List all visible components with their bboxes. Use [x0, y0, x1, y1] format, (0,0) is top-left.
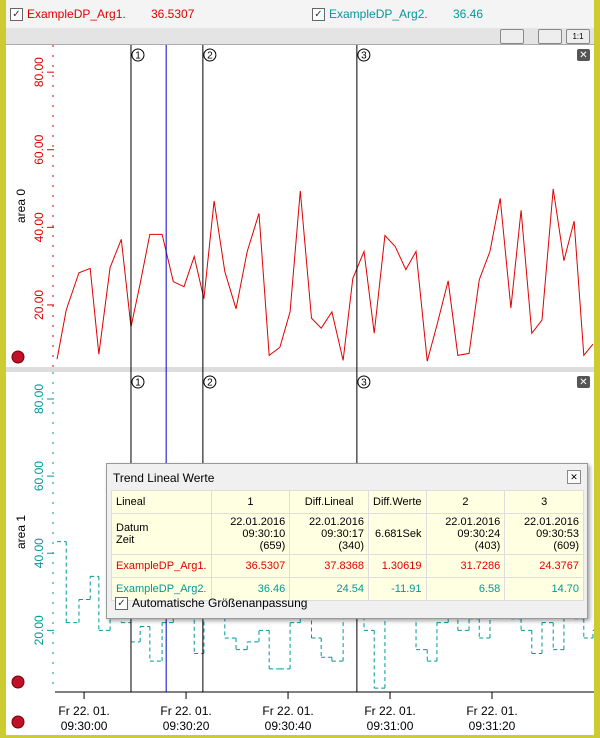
table-cell: 1: [210, 490, 291, 514]
area-close-x: ✕: [579, 50, 587, 61]
ruler-label: 3: [361, 378, 367, 389]
area-alert-icon: [11, 675, 25, 689]
axis-alert-icon: [11, 715, 25, 729]
table-cell: 1.30619: [368, 554, 427, 578]
table-cell: 22.01.2016 09:30:24 (403): [425, 513, 506, 555]
x-tick-label: Fr 22. 01. 09:30:00: [58, 704, 109, 733]
area-close-x: ✕: [579, 377, 587, 388]
ruler-badge: [131, 48, 145, 62]
legend-value: 36.5307: [151, 7, 195, 21]
cell-line: 09:30:10 (659): [242, 528, 286, 552]
table-cell: 6.681Sek: [368, 513, 427, 555]
area-close: [577, 49, 590, 61]
x-tick-label: Fr 22. 01. 09:31:00: [364, 704, 415, 733]
y-tick-label: 40.00: [32, 212, 46, 242]
ruler-label: 3: [361, 51, 367, 62]
table-cell: ExampleDP_Arg1.: [111, 554, 212, 578]
table-cell: Diff.Lineal: [289, 490, 369, 514]
table-cell: 24.3767: [504, 554, 584, 578]
ruler-badge: [203, 375, 217, 389]
legend-checkbox: ✓: [10, 7, 23, 21]
y-tick-label: 60.00: [32, 461, 46, 491]
cell-line: 22.01.2016: [230, 516, 286, 528]
y-tick-label: 80.00: [32, 57, 46, 87]
y-tick-label: 80.00: [32, 384, 46, 414]
table-cell: 6.58: [425, 577, 506, 601]
cell-line: 22.01.2016: [523, 516, 579, 528]
y-tick-label: 20.00: [32, 290, 46, 320]
refresh-button[interactable]: [538, 29, 562, 44]
cell-line: 09:30:17 (340): [321, 528, 364, 552]
x-axis-band: [6, 692, 594, 735]
ruler-values-popup[interactable]: Trend Lineal Werte ✕ Lineal 1 Diff.Lineal D…: [106, 463, 588, 619]
series-group: [56, 188, 594, 362]
x-tick-label: Fr 22. 01. 09:30:20: [160, 704, 211, 733]
scroll-button[interactable]: [500, 29, 524, 44]
legend-checkbox: ✓: [312, 7, 325, 21]
area-close: [577, 376, 590, 388]
ruler-badge: [203, 48, 217, 62]
y-tick-label: 40.00: [32, 538, 46, 568]
table-cell: Diff.Werte: [368, 490, 427, 514]
table-cell: Lineal: [111, 490, 212, 514]
table-cell: 37.8368: [289, 554, 369, 578]
ruler-label: 1: [135, 378, 141, 389]
table-cell: 22.01.2016 09:30:17 (340): [289, 513, 369, 555]
table-row: ExampleDP_Arg2. 36.46 24.54 -11.91 6.58 14.70: [111, 577, 584, 601]
ruler-badge: [357, 48, 371, 62]
table-row: Lineal 1 Diff.Lineal Diff.Werte 2 3: [111, 490, 584, 514]
table-cell: 36.46: [210, 577, 291, 601]
cell-line: 09:30:53 (609): [536, 528, 579, 552]
table-row: ExampleDP_Arg1. 36.5307 37.8368 1.30619 31.7…: [111, 554, 584, 578]
y-tick-label: 60.00: [32, 134, 46, 164]
table-cell: 22.01.2016 09:30:10 (659): [210, 513, 291, 555]
table-cell: -11.91: [368, 577, 427, 601]
legend-name: ExampleDP_Arg1.: [27, 7, 126, 21]
legend-name: ExampleDP_Arg2.: [329, 7, 428, 21]
ruler-badge: [131, 375, 145, 389]
legend-bar: ✓ ExampleDP_Arg1. 36.5307 ✓ ExampleDP_Arg2. 3…: [6, 0, 594, 28]
area-label: area 1: [14, 515, 28, 549]
table-row: Datum Zeit 22.01.2016 09:30:10 (659) 22.01.2…: [111, 513, 584, 555]
x-tick-label: Fr 22. 01. 09:30:40: [262, 704, 313, 733]
table-cell: 22.01.2016 09:30:53 (609): [504, 513, 584, 555]
table-cell: 24.54: [289, 577, 369, 601]
cell-line: 22.01.2016: [445, 516, 501, 528]
table-cell: 3: [504, 490, 584, 514]
ruler-label: 2: [207, 378, 213, 389]
autosize-option[interactable]: ✓ Automatische Größenanpassung: [115, 596, 307, 610]
ruler-table: Lineal 1 Diff.Lineal Diff.Werte 2 3 Datum Zeit 2…: [111, 490, 584, 601]
legend-item[interactable]: ✓ ExampleDP_Arg1. 36.5307: [10, 7, 194, 21]
checkbox-label: Automatische Größenanpassung: [132, 596, 308, 610]
cell-line: 09:30:24 (403): [457, 528, 501, 552]
area-alert-icon: [11, 350, 25, 364]
popup-title: Trend Lineal Werte: [113, 471, 215, 485]
x-tick-label: Fr 22. 01. 09:31:20: [466, 704, 517, 733]
table-cell: 2: [425, 490, 506, 514]
cell-line: 22.01.2016: [308, 516, 364, 528]
legend-item[interactable]: ✓ ExampleDP_Arg2. 36.46: [312, 7, 483, 21]
y-tick-label: 20.00: [32, 615, 46, 645]
ruler-label: 1: [135, 51, 141, 62]
series-line: [56, 188, 594, 362]
table-cell: 31.7286: [425, 554, 506, 578]
toolbar: 1:1: [6, 28, 594, 45]
table-cell: 36.5307: [210, 554, 291, 578]
cell-line: Zeit: [116, 534, 135, 546]
area-label: area 0: [14, 189, 28, 223]
zoom-1-1-button[interactable]: 1:1: [566, 29, 590, 44]
table-cell: Datum Zeit: [111, 513, 212, 555]
cell-line: Datum: [116, 522, 149, 534]
ruler-label: 2: [207, 51, 213, 62]
legend-value: 36.46: [453, 7, 484, 21]
chart-background: [6, 45, 594, 735]
area-divider: [6, 367, 594, 372]
ruler-badge: [357, 375, 371, 389]
table-cell: 14.70: [504, 577, 584, 601]
popup-close[interactable]: ✕: [567, 470, 581, 484]
